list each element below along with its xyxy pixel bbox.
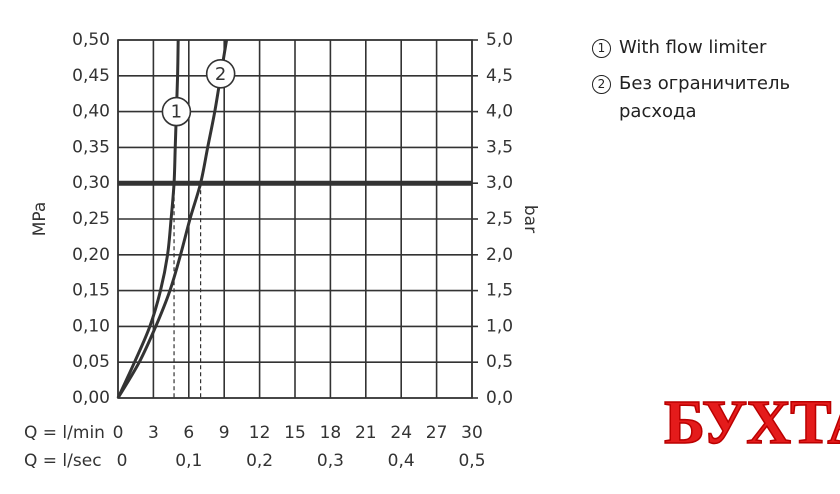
y-tick-label: 0,40 bbox=[72, 102, 110, 122]
x2-tick-label: 0,1 bbox=[175, 451, 202, 471]
x-tick-label: 6 bbox=[183, 423, 194, 443]
plot-frame bbox=[117, 39, 473, 399]
curve bbox=[116, 39, 229, 399]
x-tick-label: 27 bbox=[426, 423, 448, 443]
y2-tick-label: 3,5 bbox=[486, 137, 513, 157]
legend-item: 2 Без ограничитель расхода bbox=[592, 70, 812, 126]
x2-axis-label: Q = l/sec bbox=[24, 451, 102, 471]
curve-marker-label: 2 bbox=[215, 64, 226, 85]
x-tick-label: 15 bbox=[284, 423, 306, 443]
y-axis-label: MPa bbox=[30, 202, 50, 237]
curve-marker-label: 1 bbox=[171, 102, 182, 123]
y-tick-label: 0,30 bbox=[72, 173, 110, 193]
y2-tick-label: 5,0 bbox=[486, 30, 513, 50]
y-tick-label: 0,00 bbox=[72, 388, 110, 408]
y-tick-label: 0,25 bbox=[72, 209, 110, 229]
y-tick-label: 0,15 bbox=[72, 281, 110, 301]
x-tick-label: 24 bbox=[390, 423, 412, 443]
x-tick-label: 3 bbox=[148, 423, 159, 443]
y2-tick-label: 0,5 bbox=[486, 352, 513, 372]
watermark: БУХТА bbox=[663, 388, 840, 458]
y2-tick-label: 1,5 bbox=[486, 281, 513, 301]
x-axis-label: Q = l/min bbox=[24, 423, 105, 443]
legend-marker: 2 bbox=[592, 75, 611, 94]
curve-marker bbox=[161, 96, 192, 127]
y-tick-label: 0,10 bbox=[72, 316, 110, 336]
y2-axis-label: bar bbox=[520, 205, 540, 233]
y-tick-label: 0,50 bbox=[72, 30, 110, 50]
y-tick-label: 0,45 bbox=[72, 66, 110, 86]
x2-tick-label: 0,5 bbox=[458, 451, 485, 471]
legend-label: Без ограничитель расхода bbox=[619, 73, 791, 122]
legend-label: With flow limiter bbox=[619, 37, 767, 58]
x-tick-label: 18 bbox=[320, 423, 342, 443]
y2-tick-label: 4,0 bbox=[486, 102, 513, 122]
y2-tick-label: 2,5 bbox=[486, 209, 513, 229]
curve-marker bbox=[205, 59, 236, 89]
x2-tick-label: 0,3 bbox=[317, 451, 344, 471]
y2-tick-label: 2,0 bbox=[486, 245, 513, 265]
y-tick-label: 0,20 bbox=[72, 245, 110, 265]
x-tick-label: 30 bbox=[461, 423, 483, 443]
x2-tick-label: 0 bbox=[117, 451, 128, 471]
y2-tick-label: 4,5 bbox=[486, 66, 513, 86]
x-tick-label: 9 bbox=[219, 423, 230, 443]
x-tick-label: 12 bbox=[249, 423, 271, 443]
x-tick-label: 21 bbox=[355, 423, 377, 443]
x2-tick-label: 0,2 bbox=[246, 451, 273, 471]
y2-tick-label: 0,0 bbox=[486, 388, 513, 408]
y2-tick-label: 3,0 bbox=[486, 173, 513, 193]
x-tick-label: 0 bbox=[113, 423, 124, 443]
legend-item: 1 With flow limiter bbox=[592, 34, 812, 62]
y2-tick-label: 1,0 bbox=[486, 316, 513, 336]
legend-marker: 1 bbox=[592, 39, 611, 58]
x2-tick-label: 0,4 bbox=[388, 451, 415, 471]
y-tick-label: 0,05 bbox=[72, 352, 110, 372]
y-tick-label: 0,35 bbox=[72, 137, 110, 157]
